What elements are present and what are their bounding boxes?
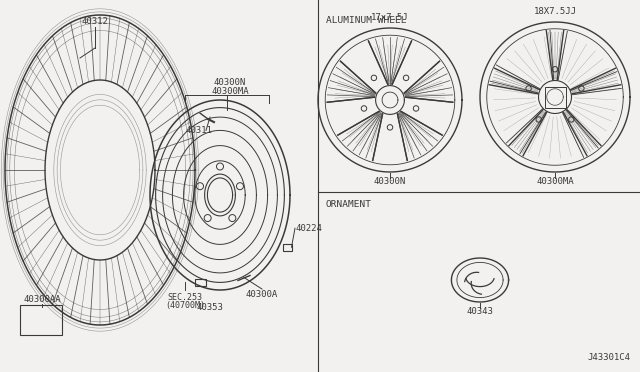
Text: 40311: 40311 <box>185 126 212 135</box>
Bar <box>195 279 206 286</box>
Text: 40300AA: 40300AA <box>23 295 61 305</box>
Text: 17x7.5J: 17x7.5J <box>371 13 409 22</box>
Text: 40300MA: 40300MA <box>211 87 249 96</box>
Text: 18X7.5JJ: 18X7.5JJ <box>534 7 577 16</box>
Bar <box>545 87 566 108</box>
Text: 40300A: 40300A <box>246 290 278 299</box>
Text: 40300N: 40300N <box>374 177 406 186</box>
Text: J43301C4: J43301C4 <box>587 353 630 362</box>
Text: 40343: 40343 <box>467 308 493 317</box>
Text: 40224: 40224 <box>295 224 322 233</box>
Text: 40300N: 40300N <box>214 78 246 87</box>
Text: (40700M): (40700M) <box>165 301 205 310</box>
Bar <box>20 305 62 335</box>
Text: SEC.253: SEC.253 <box>168 293 202 302</box>
Text: 40353: 40353 <box>196 302 223 312</box>
Text: ALUMINUM WHEEL: ALUMINUM WHEEL <box>326 16 406 25</box>
Bar <box>282 244 291 251</box>
Text: 40300MA: 40300MA <box>536 177 574 186</box>
Text: 40312: 40312 <box>81 17 108 26</box>
Text: ORNAMENT: ORNAMENT <box>326 200 372 209</box>
